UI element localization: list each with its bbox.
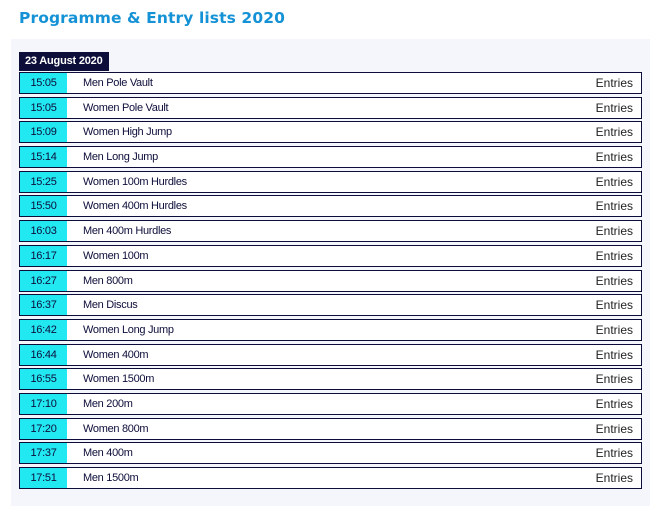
event-row: 17:20 Women 800m Entries <box>19 417 642 440</box>
page-title: Programme & Entry lists 2020 <box>19 9 285 27</box>
event-name: Men 200m <box>83 397 133 410</box>
event-row: 15:05 Women Pole Vault Entries <box>19 96 642 119</box>
event-row: 16:03 Men 400m Hurdles Entries <box>19 220 642 243</box>
event-row: 17:37 Men 400m Entries <box>19 442 642 465</box>
entries-link[interactable]: Entries <box>595 471 633 485</box>
event-time: 16:42 <box>20 319 67 340</box>
entries-link[interactable]: Entries <box>595 446 633 461</box>
event-name: Men Discus <box>83 299 138 312</box>
event-row: 17:10 Men 200m Entries <box>19 392 642 415</box>
event-name: Women 800m <box>83 422 149 435</box>
event-name: Men 400m Hurdles <box>83 225 172 238</box>
event-time: 16:17 <box>20 245 67 266</box>
event-name: Men Long Jump <box>83 151 158 164</box>
event-time: 15:50 <box>20 196 67 217</box>
event-row: 16:27 Men 800m Entries <box>19 269 642 292</box>
event-time: 16:37 <box>20 295 67 316</box>
event-row: 15:25 Women 100m Hurdles Entries <box>19 170 642 193</box>
event-name: Men Pole Vault <box>83 77 153 89</box>
event-time: 17:51 <box>20 468 67 488</box>
event-time: 17:37 <box>20 443 67 464</box>
entries-link[interactable]: Entries <box>595 347 633 362</box>
event-name: Women Long Jump <box>83 323 174 336</box>
entries-link[interactable]: Entries <box>595 273 633 288</box>
event-time: 16:03 <box>20 221 67 242</box>
event-time: 15:05 <box>20 97 67 118</box>
entries-link[interactable]: Entries <box>595 224 633 239</box>
entries-link[interactable]: Entries <box>595 396 633 411</box>
event-name: Women Pole Vault <box>83 101 169 114</box>
event-row: 15:14 Men Long Jump Entries <box>19 146 642 169</box>
event-time: 17:20 <box>20 418 67 439</box>
event-row: 16:44 Women 400m Entries <box>19 343 642 366</box>
event-row: 16:37 Men Discus Entries <box>19 294 642 317</box>
event-name: Men 1500m <box>83 472 139 484</box>
entries-link[interactable]: Entries <box>595 372 633 387</box>
event-row: 15:50 Women 400m Hurdles Entries <box>19 195 642 218</box>
event-time: 15:05 <box>20 73 67 93</box>
entries-link[interactable]: Entries <box>595 322 633 337</box>
event-time: 17:10 <box>20 393 67 414</box>
entries-link[interactable]: Entries <box>595 150 633 165</box>
event-name: Women 100m <box>83 249 149 262</box>
entries-link[interactable]: Entries <box>595 298 633 313</box>
entries-link[interactable]: Entries <box>595 199 633 214</box>
event-time: 16:27 <box>20 270 67 291</box>
entries-link[interactable]: Entries <box>595 174 633 189</box>
entries-link[interactable]: Entries <box>595 248 633 263</box>
event-row: 16:17 Women 100m Entries <box>19 244 642 267</box>
event-name: Women 400m <box>83 348 149 361</box>
entries-link[interactable]: Entries <box>595 76 633 90</box>
entries-link[interactable]: Entries <box>595 125 633 140</box>
event-row: 16:42 Women Long Jump Entries <box>19 318 642 341</box>
event-row: 15:05 Men Pole Vault Entries <box>19 72 642 94</box>
event-time: 16:44 <box>20 344 67 365</box>
event-name: Men 800m <box>83 274 133 287</box>
event-name: Men 400m <box>83 447 133 460</box>
date-badge: 23 August 2020 <box>19 52 109 71</box>
event-time: 16:55 <box>20 369 67 390</box>
entries-link[interactable]: Entries <box>595 100 633 115</box>
event-list: 15:05 Men Pole Vault Entries 15:05 Women Pol… <box>19 72 642 492</box>
event-name: Women 400m Hurdles <box>83 200 187 213</box>
event-time: 15:14 <box>20 147 67 168</box>
event-name: Women High Jump <box>83 126 172 139</box>
event-row: 15:09 Women High Jump Entries <box>19 121 642 144</box>
event-name: Women 1500m <box>83 373 155 386</box>
entries-link[interactable]: Entries <box>595 421 633 436</box>
event-time: 15:25 <box>20 171 67 192</box>
event-time: 15:09 <box>20 122 67 143</box>
event-row: 17:51 Men 1500m Entries <box>19 467 642 489</box>
event-name: Women 100m Hurdles <box>83 175 187 188</box>
event-row: 16:55 Women 1500m Entries <box>19 368 642 391</box>
